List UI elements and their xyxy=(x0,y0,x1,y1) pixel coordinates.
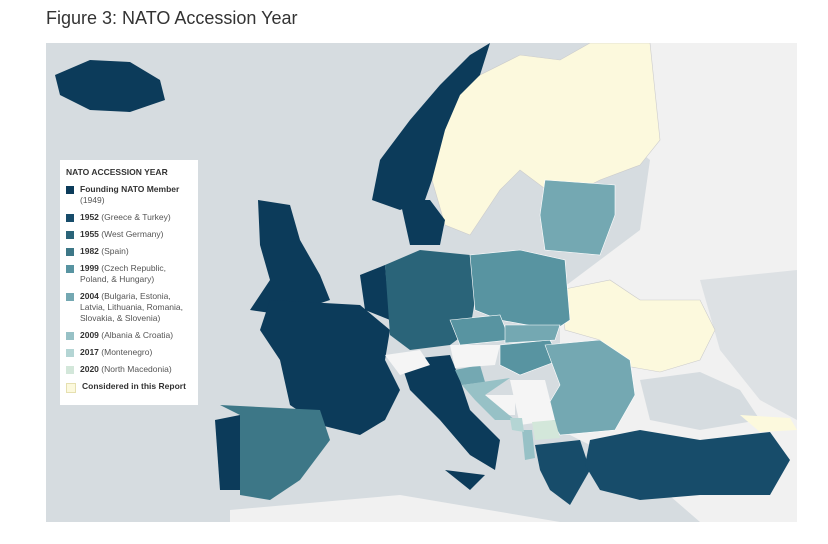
legend-label: Considered in this Report xyxy=(82,381,186,391)
slovakia xyxy=(504,324,561,344)
legend-item: 2004 (Bulgaria, Estonia, Latvia, Lithuan… xyxy=(66,291,192,324)
legend-swatch xyxy=(66,265,74,273)
black-sea xyxy=(640,372,760,430)
legend-swatch xyxy=(66,214,74,222)
legend-swatch xyxy=(66,349,74,357)
legend-note: (Czech Republic, Poland, & Hungary) xyxy=(80,263,167,284)
turkey xyxy=(585,430,790,500)
legend-item: 1982 (Spain) xyxy=(66,246,192,257)
legend-title: NATO ACCESSION YEAR xyxy=(66,167,168,177)
legend-item: Considered in this Report xyxy=(66,381,192,393)
switzerland xyxy=(385,350,430,375)
georgia xyxy=(740,415,797,432)
legend-item: 1955 (West Germany) xyxy=(66,229,192,240)
denmark xyxy=(400,200,445,245)
legend-swatch xyxy=(66,186,74,194)
title: Figure 3: NATO Accession Year xyxy=(46,8,298,28)
map xyxy=(46,43,797,522)
legend-text: 2020 (North Macedonia) xyxy=(80,364,172,375)
legend-text: Considered in this Report xyxy=(82,381,186,393)
montenegro xyxy=(510,418,524,432)
italy xyxy=(400,355,500,470)
czech xyxy=(449,314,511,346)
baltics xyxy=(539,179,616,256)
legend-swatch xyxy=(66,231,74,239)
legend-text: 2004 (Bulgaria, Estonia, Latvia, Lithuan… xyxy=(80,291,192,324)
legend-label: 1955 xyxy=(80,229,99,239)
slovenia xyxy=(455,365,485,385)
north-macedonia xyxy=(532,420,560,440)
legend-items: Founding NATO Member (1949) 1952 (Greece … xyxy=(66,184,192,393)
russia xyxy=(700,270,797,420)
legend-label: 2004 xyxy=(80,291,99,301)
legend-note: (Albania & Croatia) xyxy=(101,330,174,340)
uk xyxy=(250,200,330,315)
legend-swatch xyxy=(66,383,76,393)
legend-text: 2017 (Montenegro) xyxy=(80,347,152,358)
legend-note: (Bulgaria, Estonia, Latvia, Lithuania, R… xyxy=(80,291,184,323)
legend-item: 1999 (Czech Republic, Poland, & Hungary) xyxy=(66,263,192,285)
legend-label: 2009 xyxy=(80,330,99,340)
legend-item: 2020 (North Macedonia) xyxy=(66,364,192,375)
albania xyxy=(522,430,535,460)
legend-note: (Greece & Turkey) xyxy=(101,212,171,222)
spain xyxy=(220,405,330,500)
romania-bulgaria xyxy=(544,339,636,436)
legend-swatch xyxy=(66,293,74,301)
legend-note: (West Germany) xyxy=(101,229,164,239)
sweden-finland xyxy=(431,43,661,236)
greece xyxy=(535,440,590,505)
legend-swatch xyxy=(66,332,74,340)
legend-text: 1952 (Greece & Turkey) xyxy=(80,212,171,223)
legend-text: Founding NATO Member (1949) xyxy=(80,184,179,206)
sicily xyxy=(445,470,485,490)
legend-label: Founding NATO Member xyxy=(80,184,180,194)
legend-item: Founding NATO Member (1949) xyxy=(66,184,192,206)
legend-swatch xyxy=(66,366,74,374)
legend-swatch xyxy=(66,248,74,256)
norway xyxy=(372,43,490,210)
legend-text: 1999 (Czech Republic, Poland, & Hungary) xyxy=(80,263,192,285)
legend-note: (Montenegro) xyxy=(101,347,153,357)
land-africa xyxy=(230,495,560,522)
legend-label: 2017 xyxy=(80,347,99,357)
legend-note: (1949) xyxy=(80,195,105,205)
legend-label: 1999 xyxy=(80,263,99,273)
benelux xyxy=(360,265,390,320)
legend-item: 2017 (Montenegro) xyxy=(66,347,192,358)
iceland xyxy=(55,60,165,112)
serbia xyxy=(510,380,555,425)
legend: NATO ACCESSION YEAR Founding NATO Member… xyxy=(60,160,198,405)
legend-text: 1955 (West Germany) xyxy=(80,229,163,240)
austria xyxy=(450,345,500,368)
legend-note: (North Macedonia) xyxy=(101,364,172,374)
legend-label: 2020 xyxy=(80,364,99,374)
legend-item: 2009 (Albania & Croatia) xyxy=(66,330,192,341)
legend-text: 2009 (Albania & Croatia) xyxy=(80,330,173,341)
legend-text: 1982 (Spain) xyxy=(80,246,129,257)
croatia xyxy=(462,378,515,420)
france xyxy=(260,300,400,435)
legend-label: 1952 xyxy=(80,212,99,222)
legend-label: 1982 xyxy=(80,246,99,256)
legend-item: 1952 (Greece & Turkey) xyxy=(66,212,192,223)
legend-note: (Spain) xyxy=(101,246,129,256)
portugal xyxy=(215,415,240,490)
poland xyxy=(469,249,571,331)
ukraine xyxy=(559,279,716,373)
